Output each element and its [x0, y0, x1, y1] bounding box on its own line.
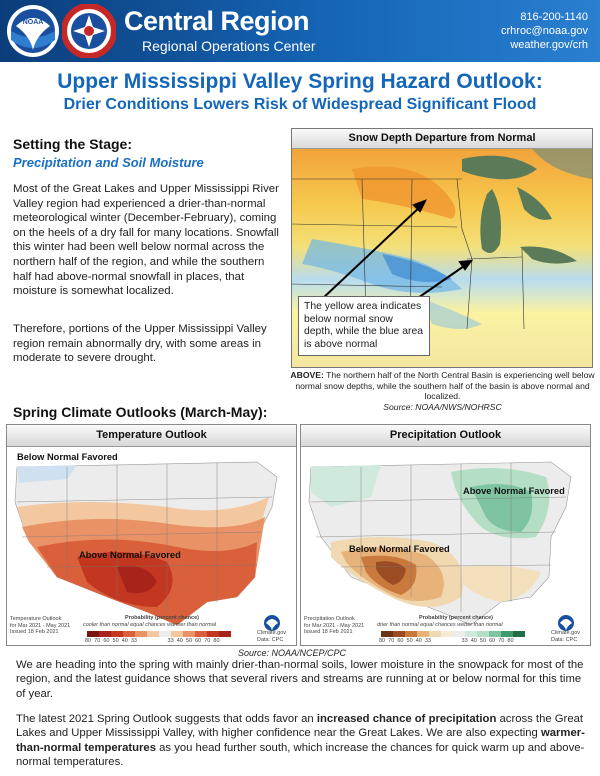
body-para2-emphasis-precip: increased chance of precipitation	[316, 713, 497, 725]
precip-valid-period: Precipitation Outlook for Mar 2021 - May…	[304, 616, 365, 635]
contact-phone: 816-200-1140	[520, 11, 588, 23]
page-subtitle: Drier Conditions Lowers Risk of Widespre…	[63, 96, 537, 113]
temp-label-above-normal: Above Normal Favored	[79, 550, 181, 560]
precipitation-outlook-title: Precipitation Outlook	[301, 425, 590, 447]
stage-paragraph-1: Most of the Great Lakes and Upper Missis…	[13, 183, 279, 298]
temp-legend-categories: cooler than normal equal chances warmer …	[83, 622, 216, 628]
region-subtitle: Regional Operations Center	[142, 38, 316, 54]
contact-email[interactable]: crhroc@noaa.gov	[501, 25, 588, 37]
precip-logo-note: Climate.gov Data: CPC	[551, 630, 581, 643]
snow-depth-callout: The yellow area indicates below normal s…	[298, 296, 430, 357]
temperature-outlook-title: Temperature Outlook	[7, 425, 296, 447]
nws-logo	[62, 4, 116, 58]
noaa-logo-text: NOAA	[23, 19, 44, 26]
region-title: Central Region	[124, 6, 310, 36]
outlook-source: Source: NOAA/NCEP/CPC	[238, 648, 347, 658]
temp-label-below-normal: Below Normal Favored	[17, 452, 118, 462]
body-para2-part-c: across the Great Lakes and Upper Mississ…	[16, 713, 584, 740]
temp-valid-period: Temperature Outlook for Mar 2021 - May 2…	[10, 616, 71, 635]
section-subheading-precip: Precipitation and Soil Moisture	[13, 155, 204, 170]
contact-block: 816-200-1140 crhroc@noaa.gov weather.gov…	[501, 10, 588, 52]
temp-logo-note: Climate.gov Data: CPC	[257, 630, 287, 643]
body-para2-emphasis-temp: warmer-than-normal temperatures	[16, 727, 585, 754]
snow-depth-figure: Snow Depth Departure from Normal	[291, 128, 593, 368]
stage-paragraph-2: Therefore, portions of the Upper Mississ…	[13, 323, 267, 365]
precip-legend-categories: drier than normal equal chances wetter t…	[377, 622, 503, 628]
precip-legend-title: Probability (percent chance)	[419, 615, 493, 621]
precip-label-below-normal: Below Normal Favored	[349, 544, 450, 554]
contact-website[interactable]: weather.gov/crh	[510, 39, 588, 51]
caption-text: The northern half of the North Central B…	[295, 370, 595, 401]
section-heading-stage: Setting the Stage:	[13, 136, 133, 152]
body-para2-part-e: as you head further south, which increas…	[16, 741, 585, 768]
temp-legend-ticks: 80 70 60 50 40 33 33 40 50 60 70 80	[85, 638, 220, 644]
noaa-logo: NOAA	[7, 5, 59, 57]
precipitation-outlook-map	[301, 447, 590, 645]
temperature-outlook-figure: Temperature Outlook Below Normal Favored…	[6, 424, 297, 646]
temp-legend-title: Probability (percent chance)	[125, 615, 199, 621]
precipitation-outlook-figure: Precipitation Outlook Above Normal Favor…	[300, 424, 591, 646]
snow-depth-title: Snow Depth Departure from Normal	[292, 129, 592, 149]
body-para2-part-a: The latest 2021 Spring Outlook suggests …	[16, 713, 317, 725]
caption-label: ABOVE:	[290, 370, 324, 380]
snow-depth-source: Source: NOAA/NWS/NOHRSC	[383, 401, 502, 412]
body-paragraph-1: We are heading into the spring with main…	[16, 659, 584, 700]
snow-depth-caption: ABOVE: The northern half of the North Ce…	[290, 370, 595, 412]
header-banner: NOAA Central Region Regional Operations …	[0, 0, 600, 62]
page-title: Upper Mississippi Valley Spring Hazard O…	[57, 70, 543, 93]
temperature-outlook-map	[7, 447, 296, 645]
section-heading-spring: Spring Climate Outlooks (March-May):	[13, 404, 268, 420]
precip-label-above-normal: Above Normal Favored	[463, 486, 565, 496]
precip-legend-ticks: 80 70 60 50 40 33 33 40 50 60 70 80	[379, 638, 514, 644]
body-paragraph-2: The latest 2021 Spring Outlook suggests …	[16, 712, 592, 769]
